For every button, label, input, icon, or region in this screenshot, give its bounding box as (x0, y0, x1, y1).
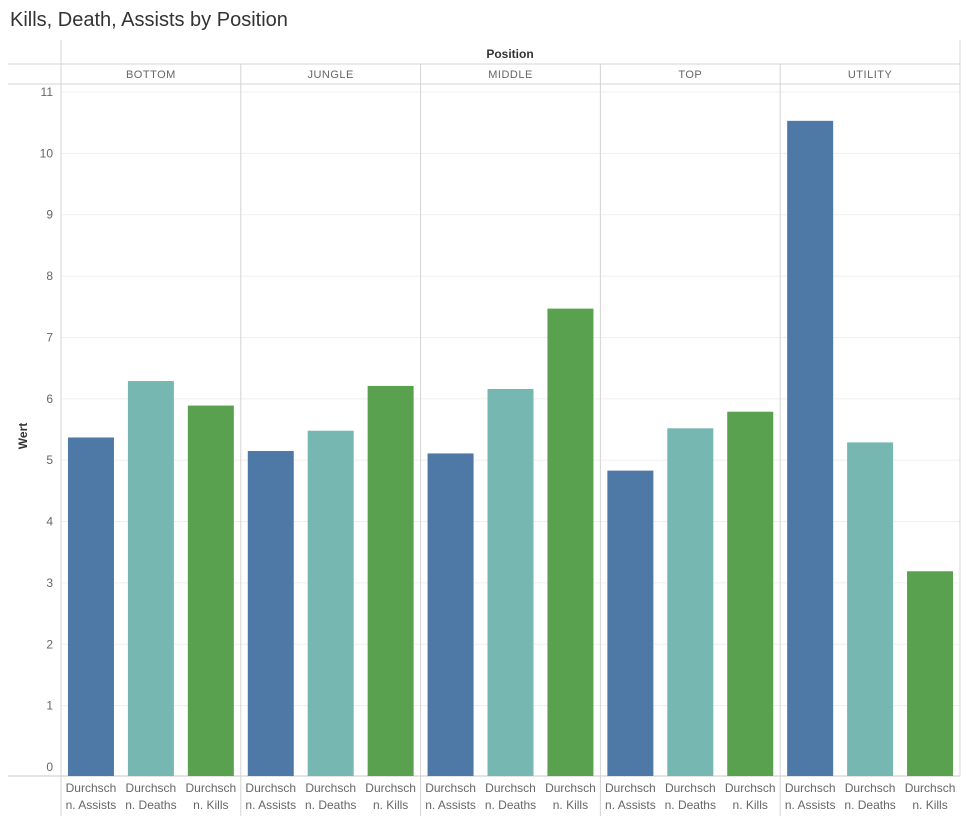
x-tick-label: n. Assists (66, 798, 117, 812)
bar-bottom-2[interactable] (187, 405, 234, 776)
y-tick-label: 8 (46, 269, 53, 283)
x-tick-label: Durchsch (545, 781, 596, 795)
x-tick-label: n. Kills (912, 798, 947, 812)
bar-middle-0[interactable] (427, 453, 474, 776)
y-tick-label: 11 (41, 85, 54, 99)
x-axis-labels: Durchsch n. Assists Durchsch n. Deaths Durch… (66, 781, 956, 812)
bar-utility-1[interactable] (847, 442, 894, 776)
y-tick-label: 2 (46, 637, 53, 651)
bars (67, 120, 954, 776)
x-tick-label: n. Assists (245, 798, 296, 812)
column-headers: BOTTOM JUNGLE MIDDLE TOP UTILITY (126, 69, 893, 81)
bar-top-1[interactable] (667, 428, 714, 776)
y-tick-label: 6 (46, 392, 53, 406)
x-tick-label: Durchsch (365, 781, 416, 795)
x-tick-label: Durchsch (605, 781, 656, 795)
x-tick-label: n. Deaths (485, 798, 536, 812)
y-axis: 0 1 2 3 4 5 6 7 8 9 10 11 (40, 85, 54, 774)
x-tick-label: n. Assists (605, 798, 656, 812)
bar-bottom-1[interactable] (127, 381, 174, 776)
column-header-top: TOP (678, 69, 702, 81)
chart-frame (8, 40, 961, 816)
y-tick-label: 0 (46, 760, 53, 774)
y-tick-label: 7 (46, 330, 53, 344)
x-tick-label: Durchsch (245, 781, 296, 795)
bar-top-0[interactable] (607, 470, 654, 776)
y-tick-label: 10 (40, 146, 54, 160)
bar-jungle-1[interactable] (307, 430, 354, 776)
column-header-title: Position (486, 47, 533, 61)
y-tick-label: 5 (46, 453, 53, 467)
x-tick-label: Durchsch (185, 781, 236, 795)
x-tick-label: Durchsch (66, 781, 117, 795)
x-tick-label: Durchsch (905, 781, 956, 795)
bar-utility-2[interactable] (907, 571, 954, 776)
x-tick-label: n. Kills (193, 798, 228, 812)
x-tick-label: Durchsch (305, 781, 356, 795)
bar-jungle-0[interactable] (247, 450, 294, 776)
x-tick-label: Durchsch (425, 781, 476, 795)
column-header-utility: UTILITY (848, 69, 893, 81)
bar-top-2[interactable] (727, 411, 774, 776)
column-header-bottom: BOTTOM (126, 69, 176, 81)
column-header-middle: MIDDLE (488, 69, 533, 81)
x-tick-label: n. Deaths (844, 798, 895, 812)
bar-utility-0[interactable] (787, 120, 834, 776)
x-tick-label: n. Kills (733, 798, 768, 812)
x-tick-label: n. Deaths (125, 798, 176, 812)
bar-middle-1[interactable] (487, 389, 534, 776)
y-tick-label: 1 (46, 699, 53, 713)
y-axis-title: Wert (16, 423, 30, 449)
x-tick-label: Durchsch (845, 781, 896, 795)
chart-title: Kills, Death, Assists by Position (10, 9, 288, 31)
x-tick-label: n. Deaths (665, 798, 716, 812)
bar-bottom-0[interactable] (67, 437, 114, 776)
x-tick-label: n. Assists (785, 798, 836, 812)
y-tick-label: 3 (46, 576, 53, 590)
x-tick-label: n. Deaths (305, 798, 356, 812)
x-tick-label: n. Assists (425, 798, 476, 812)
bar-jungle-2[interactable] (367, 385, 414, 776)
x-tick-label: Durchsch (725, 781, 776, 795)
x-tick-label: Durchsch (126, 781, 177, 795)
y-tick-label: 4 (46, 515, 53, 529)
x-tick-label: Durchsch (665, 781, 716, 795)
x-tick-label: n. Kills (553, 798, 588, 812)
x-tick-label: Durchsch (785, 781, 836, 795)
bar-middle-2[interactable] (547, 308, 594, 776)
y-tick-label: 9 (46, 208, 53, 222)
x-tick-label: Durchsch (485, 781, 536, 795)
column-header-jungle: JUNGLE (307, 69, 353, 81)
x-tick-label: n. Kills (373, 798, 408, 812)
